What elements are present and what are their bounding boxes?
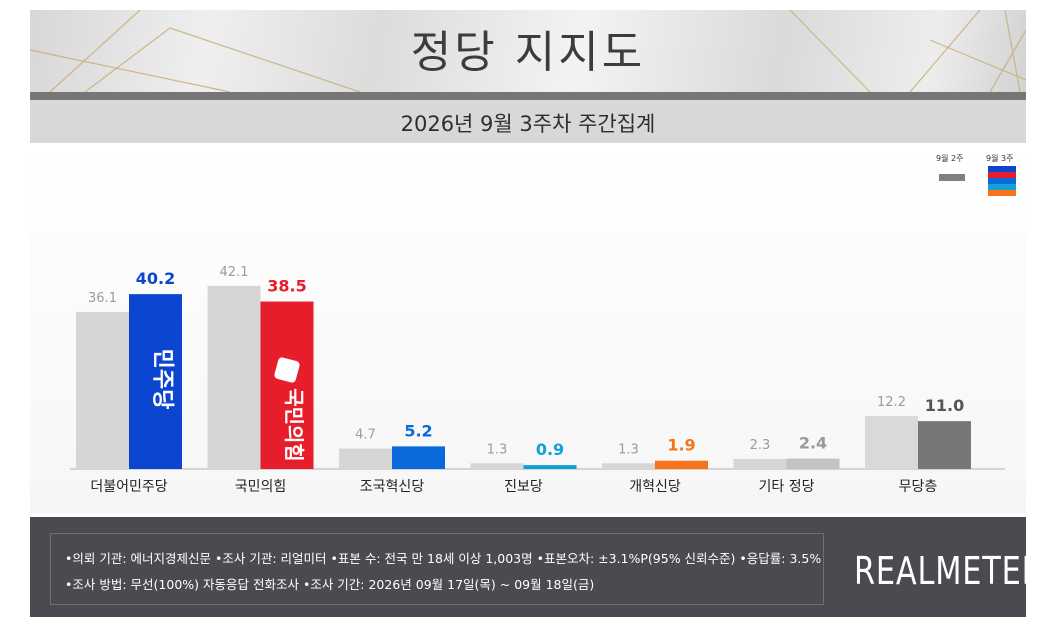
legend-label-prev: 9월 2주 xyxy=(936,154,964,163)
value-label-prev-6: 12.2 xyxy=(877,395,906,410)
legend-swatch-prev xyxy=(939,174,965,181)
bar-prev-4 xyxy=(602,463,655,469)
legend-swatch-curr-5 xyxy=(988,190,1016,196)
bar-curr-6 xyxy=(918,421,971,469)
realmeter-logo: REALMETER xyxy=(854,549,1044,593)
value-label-prev-0: 36.1 xyxy=(88,291,117,306)
value-label-curr-4: 1.9 xyxy=(667,436,695,455)
bar-curr-1 xyxy=(260,301,314,469)
value-label-curr-1: 38.5 xyxy=(267,277,306,296)
bar-prev-6 xyxy=(865,415,918,469)
value-label-curr-5: 2.4 xyxy=(799,434,827,453)
bar-prev-2 xyxy=(339,448,392,469)
legend-swatch-curr-1 xyxy=(988,166,1016,172)
infographic: 정당 지지도 2026년 9월 3주차 주간집계 36.1 40.2 더불어민주당 4… xyxy=(30,10,1043,617)
bar-prev-3 xyxy=(470,463,524,469)
category-label-4: 개혁신당 xyxy=(629,479,681,495)
page-subtitle: 2026년 9월 3주차 주간집계 xyxy=(400,112,656,136)
value-label-curr-3: 0.9 xyxy=(536,440,564,459)
title-banner: 정당 지지도 xyxy=(30,10,1026,92)
bar-curr-3 xyxy=(523,465,577,469)
bar-logo-ppp-mark xyxy=(274,357,300,383)
subtitle-band: 2026년 9월 3주차 주간집계 xyxy=(30,100,1026,143)
value-label-curr-6: 11.0 xyxy=(925,396,964,415)
bar-curr-4 xyxy=(655,460,708,469)
bar-logo-dpk: 민주당 xyxy=(150,349,175,410)
value-label-prev-5: 2.3 xyxy=(750,438,771,453)
legend: 9월 2주 9월 3주 xyxy=(930,151,1026,211)
category-label-5: 기타 정당 xyxy=(759,479,815,495)
legend-swatch-curr-3 xyxy=(988,178,1016,184)
category-label-2: 조국혁신당 xyxy=(360,479,425,495)
legend-swatch-curr-4 xyxy=(988,184,1016,190)
value-label-prev-4: 1.3 xyxy=(618,442,639,457)
bar-prev-5 xyxy=(733,458,787,469)
value-label-curr-2: 5.2 xyxy=(404,421,432,440)
value-label-prev-2: 4.7 xyxy=(355,428,376,443)
bar-chart: 36.1 40.2 더불어민주당 42.1 38.5 국민의힘 4.7 5.2 조국혁신당 1.3… xyxy=(70,265,1005,495)
category-label-3: 진보당 xyxy=(504,479,543,495)
legend-label-curr: 9월 3주 xyxy=(986,154,1014,163)
chart-area: 36.1 40.2 더불어민주당 42.1 38.5 국민의힘 4.7 5.2 조국혁신당 1.3… xyxy=(30,143,1026,513)
bar-curr-0 xyxy=(129,294,182,469)
value-label-prev-1: 42.1 xyxy=(220,265,249,280)
legend-swatch-curr-2 xyxy=(988,172,1016,178)
value-label-prev-3: 1.3 xyxy=(487,442,508,457)
title-divider xyxy=(30,92,1026,100)
bar-prev-1 xyxy=(207,285,261,469)
survey-info-box: •의뢰 기관: 에너지경제신문 •조사 기관: 리얼미터 •표본 수: 전국 만… xyxy=(50,533,824,605)
category-label-6: 무당층 xyxy=(899,479,938,495)
category-label-0: 더불어민주당 xyxy=(90,479,167,495)
legend-swatches xyxy=(939,166,1016,196)
page-title: 정당 지지도 xyxy=(410,27,646,78)
survey-info-line-2: •조사 방법: 무선(100%) 자동응답 전화조사 •조사 기간: 2026년… xyxy=(65,577,595,592)
decorative-lines xyxy=(30,10,1026,92)
survey-info-line-1: •의뢰 기관: 에너지경제신문 •조사 기관: 리얼미터 •표본 수: 전국 만… xyxy=(65,551,822,566)
bar-prev-0 xyxy=(76,311,129,469)
value-label-curr-0: 40.2 xyxy=(136,269,175,288)
bar-logo-ppp: 국민의힘 xyxy=(282,388,306,462)
bar-curr-2 xyxy=(392,446,445,469)
bar-curr-5 xyxy=(786,458,840,469)
footer: •의뢰 기관: 에너지경제신문 •조사 기관: 리얼미터 •표본 수: 전국 만… xyxy=(30,517,1043,617)
category-label-1: 국민의힘 xyxy=(235,479,287,495)
